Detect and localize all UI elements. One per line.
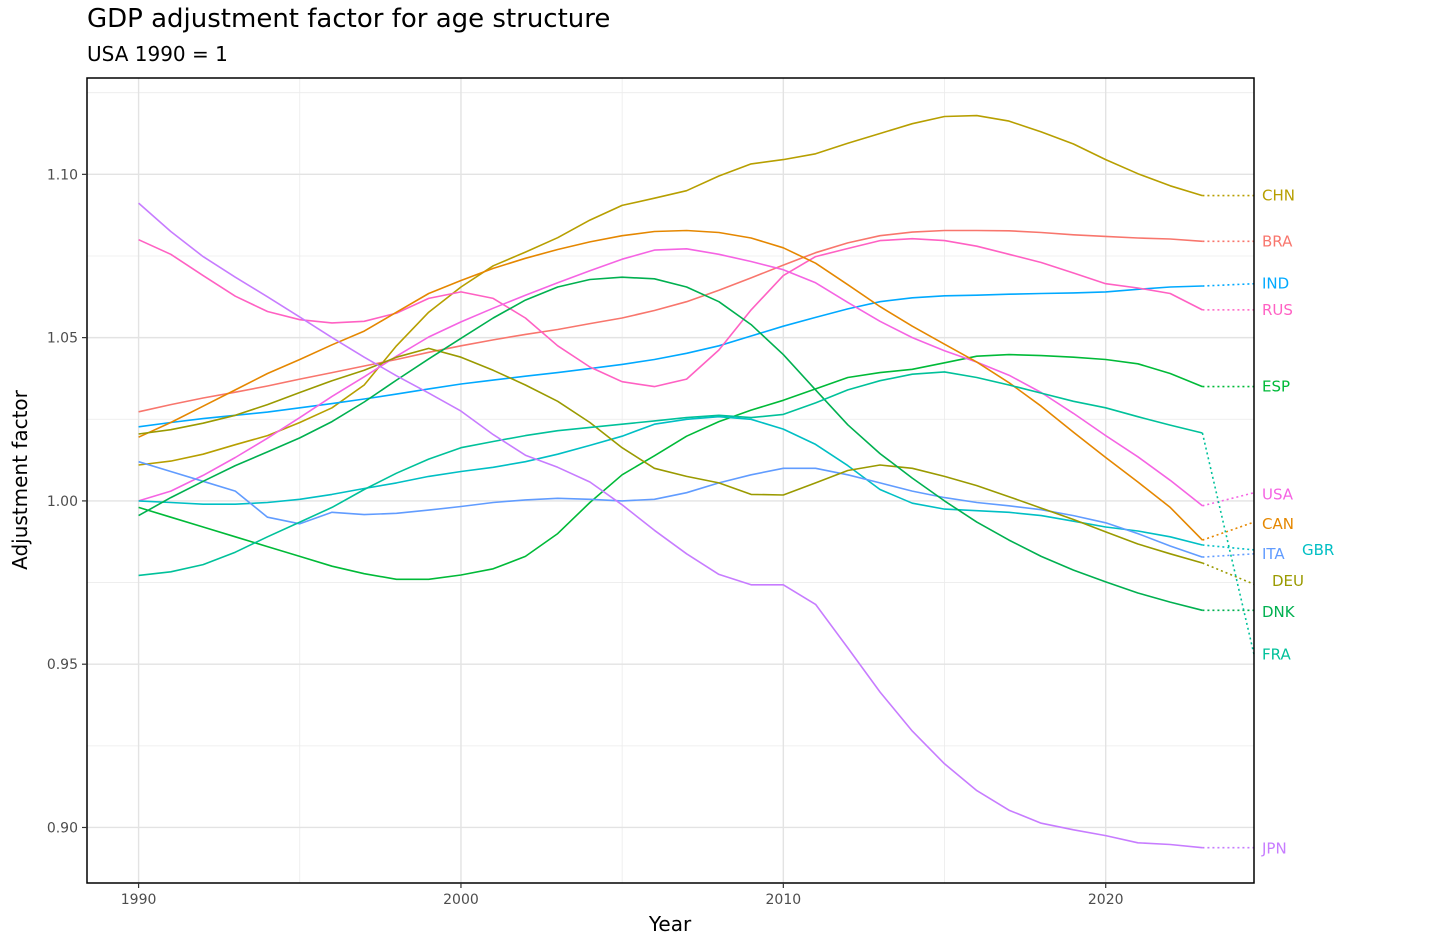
- y-axis-title: Adjustment factor: [8, 389, 32, 570]
- series-lines: [138, 114, 1203, 849]
- series-line-dnk: [138, 276, 1203, 612]
- x-axis-title: Year: [648, 912, 692, 936]
- end-label-fra: FRA: [1262, 645, 1291, 663]
- end-label-chn: CHN: [1262, 187, 1295, 205]
- y-tick-label: 0.90: [47, 820, 78, 836]
- end-label-jpn: JPN: [1261, 840, 1287, 858]
- series-line-jpn: [138, 202, 1203, 849]
- projection-line-ind: [1202, 282, 1255, 287]
- series-line-gbr: [138, 415, 1203, 546]
- end-label-rus: RUS: [1262, 301, 1293, 319]
- x-axis: 1990 2000 2010 2020: [121, 883, 1124, 908]
- projection-line-deu: [1202, 562, 1255, 585]
- series-line-deu: [138, 347, 1203, 564]
- x-tick-label: 2010: [766, 892, 802, 908]
- minor-gridlines: [87, 78, 1254, 883]
- end-label-can: CAN: [1262, 515, 1294, 533]
- y-tick-label: 1.00: [47, 494, 78, 510]
- series-end-labels: CHN BRA IND RUS ESP USA CAN GBR ITA DEU DNK FRA JPN: [1261, 187, 1334, 858]
- plot-panel-border: [86, 77, 1255, 884]
- series-line-esp: [138, 353, 1203, 581]
- end-label-ind: IND: [1262, 275, 1289, 293]
- series-line-bra: [138, 229, 1203, 413]
- projection-lines: [1201, 194, 1255, 849]
- end-label-esp: ESP: [1262, 378, 1290, 396]
- end-label-ita: ITA: [1262, 545, 1285, 563]
- y-tick-label: 1.10: [47, 167, 78, 183]
- series-line-can: [138, 229, 1203, 541]
- y-tick-label: 1.05: [47, 331, 78, 347]
- x-tick-label: 2020: [1088, 892, 1124, 908]
- series-line-usa: [138, 248, 1203, 507]
- chart-subtitle: USA 1990 = 1: [87, 42, 228, 66]
- end-label-usa: USA: [1262, 485, 1294, 503]
- projection-line-can: [1202, 521, 1255, 541]
- series-line-fra: [138, 371, 1203, 577]
- projection-line-gbr: [1202, 544, 1255, 551]
- series-line-chn: [138, 114, 1203, 466]
- x-tick-label: 2000: [443, 892, 479, 908]
- series-line-rus: [138, 237, 1203, 388]
- plot-panel-background: [87, 78, 1254, 883]
- chart-title: GDP adjustment factor for age structure: [87, 4, 611, 34]
- end-label-deu: DEU: [1272, 572, 1304, 590]
- projection-line-ita: [1202, 553, 1255, 558]
- end-label-gbr: GBR: [1302, 541, 1334, 559]
- series-line-ita: [138, 460, 1203, 558]
- y-axis: 0.90 0.95 1.00 1.05 1.10: [47, 167, 87, 836]
- end-label-dnk: DNK: [1262, 603, 1296, 621]
- y-tick-label: 0.95: [47, 657, 78, 673]
- projection-line-usa: [1202, 491, 1255, 507]
- x-tick-label: 1990: [121, 892, 157, 908]
- series-line-ind: [138, 285, 1203, 428]
- end-label-bra: BRA: [1262, 232, 1293, 250]
